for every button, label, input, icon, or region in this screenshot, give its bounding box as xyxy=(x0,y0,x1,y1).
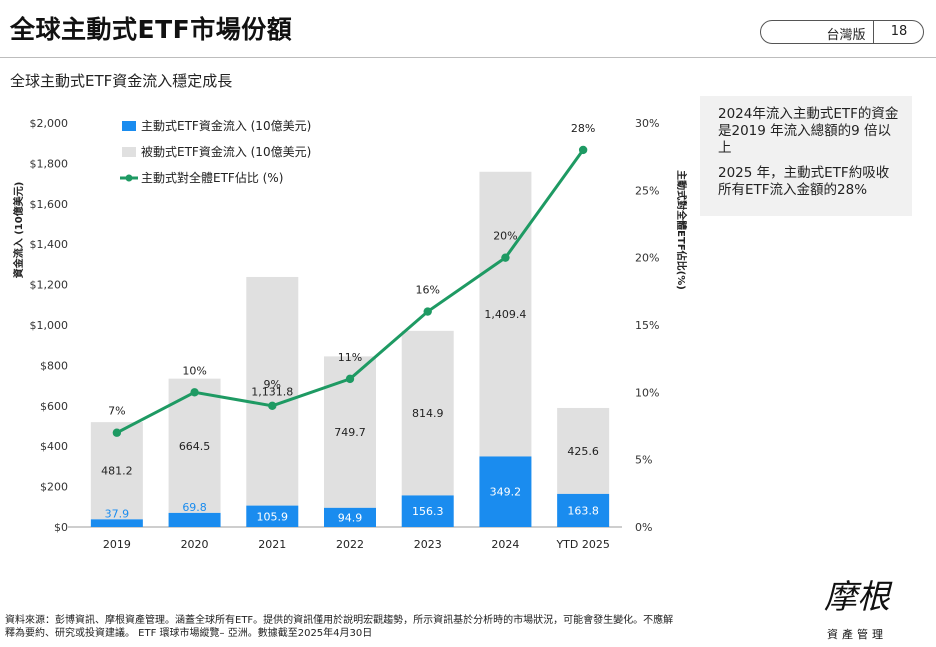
header-divider xyxy=(0,57,936,58)
active-bar xyxy=(168,512,221,527)
y-tick-label: $800 xyxy=(40,359,68,372)
passive-value-label: 425.6 xyxy=(567,445,599,458)
share-point xyxy=(268,401,277,410)
active-value-label: 163.8 xyxy=(567,504,599,517)
x-tick-label: YTD 2025 xyxy=(555,538,609,551)
page-title: 全球主動式ETF市場份額 xyxy=(10,15,293,44)
y-tick-label: $200 xyxy=(40,481,68,494)
x-tick-label: 2024 xyxy=(491,538,519,551)
share-point xyxy=(112,428,122,437)
callout-box: 2024年流入主動式ETF的資金是2019 年流入總額的9 倍以上 2025 年… xyxy=(700,96,912,216)
logo-mark: 摩根 xyxy=(824,577,890,616)
share-point xyxy=(423,307,432,316)
y2-tick-label: 30% xyxy=(635,117,659,130)
callout-text-2: 2025 年，主動式ETF約吸收所有ETF流入金額的28% xyxy=(718,165,890,198)
active-value-label: 105.9 xyxy=(257,510,289,523)
callout-text-1: 2024年流入主動式ETF的資金是2019 年流入總額的9 倍以上 xyxy=(718,106,899,156)
passive-value-label: 664.5 xyxy=(179,440,211,453)
share-point xyxy=(578,145,588,155)
share-point xyxy=(501,253,510,262)
share-point xyxy=(190,388,199,397)
share-value-label: 9% xyxy=(264,378,281,391)
active-bar xyxy=(401,495,454,527)
passive-bar xyxy=(246,276,299,506)
y2-tick-label: 0% xyxy=(635,521,652,534)
y2-axis-title: 主動式對全體ETF佔比(%) xyxy=(675,170,688,290)
passive-value-label: 1,409.4 xyxy=(484,308,526,321)
active-bar xyxy=(246,505,299,527)
legend-label-line: 主動式對全體ETF佔比 (%) xyxy=(141,170,283,185)
y-tick-label: $2,000 xyxy=(30,117,69,130)
active-value-label: 156.3 xyxy=(412,505,444,518)
badge-divider xyxy=(873,21,874,43)
active-value-label: 69.8 xyxy=(182,501,207,514)
edition-badge: 台灣版 18 xyxy=(760,20,924,44)
etf-flow-chart: $0 $200 $400 $600 $800 $1,000 $1,200 $1,400 $1,6… xyxy=(12,117,688,551)
y-tick-label: $1,200 xyxy=(30,279,69,292)
legend-swatch-passive xyxy=(122,147,136,157)
x-tick-label: 2021 xyxy=(258,538,286,551)
legend-swatch-point xyxy=(125,174,133,182)
passive-bar xyxy=(90,422,143,520)
y-tick-label: $1,000 xyxy=(30,319,69,332)
share-value-label: 10% xyxy=(182,364,206,377)
x-tick-label: 2019 xyxy=(103,538,131,551)
legend-swatch-active xyxy=(122,121,136,131)
active-value-label: 94.9 xyxy=(338,511,363,524)
passive-value-label: 1,131.8 xyxy=(251,385,293,398)
logo-subtitle: 資產管理 xyxy=(827,628,887,641)
edition-label: 台灣版 xyxy=(826,28,866,43)
passive-value-label: 749.7 xyxy=(334,426,366,439)
y-tick-label: $400 xyxy=(40,440,68,453)
source-line-1: 資料來源：彭博資訊、摩根資產管理。涵蓋全球所有ETF。提供的資訊僅用於說明宏觀趨… xyxy=(5,615,674,626)
passive-bar xyxy=(401,330,454,496)
active-bar xyxy=(90,519,143,527)
x-tick-label: 2023 xyxy=(414,538,442,551)
y-tick-label: $1,800 xyxy=(30,157,69,170)
share-value-label: 11% xyxy=(338,351,362,364)
chart-subtitle: 全球主動式ETF資金流入穩定成長 xyxy=(10,72,233,90)
passive-bar xyxy=(479,171,532,457)
y-tick-label: $1,400 xyxy=(30,238,69,251)
passive-bar xyxy=(557,407,610,494)
active-bar xyxy=(557,493,610,527)
share-value-label: 7% xyxy=(108,405,125,418)
share-value-label: 20% xyxy=(493,230,517,243)
active-bar xyxy=(479,456,532,527)
x-tick-label: 2020 xyxy=(181,538,209,551)
y-axis-title: 資金流入 (10億美元) xyxy=(12,182,25,279)
y2-tick-label: 25% xyxy=(635,184,659,197)
y-tick-label: $0 xyxy=(54,521,68,534)
legend-label-passive: 被動式ETF資金流入 (10億美元) xyxy=(141,144,311,159)
source-line-2: 釋為要約、研究或投資建議。 ETF 環球市場縱覽– 亞洲。數據截至2025年4月… xyxy=(5,628,373,639)
y2-tick-label: 5% xyxy=(635,454,652,467)
share-value-label: 28% xyxy=(571,122,595,135)
page-number: 18 xyxy=(890,24,908,39)
y2-tick-label: 20% xyxy=(635,252,659,265)
active-bar xyxy=(324,507,376,527)
active-value-label: 349.2 xyxy=(490,486,522,499)
share-point xyxy=(345,374,355,384)
y2-tick-label: 15% xyxy=(635,319,659,332)
active-value-label: 37.9 xyxy=(105,507,130,520)
legend-label-active: 主動式ETF資金流入 (10億美元) xyxy=(141,118,311,133)
share-value-label: 16% xyxy=(415,284,439,297)
passive-value-label: 814.9 xyxy=(412,407,444,420)
y-tick-label: $600 xyxy=(40,400,68,413)
y2-tick-label: 10% xyxy=(635,386,659,399)
y-tick-label: $1,600 xyxy=(30,198,69,211)
passive-value-label: 481.2 xyxy=(101,465,133,478)
company-logo: 摩根 資產管理 xyxy=(812,578,902,642)
x-tick-label: 2022 xyxy=(336,538,364,551)
source-note: 資料來源：彭博資訊、摩根資產管理。涵蓋全球所有ETF。提供的資訊僅用於說明宏觀趨… xyxy=(5,614,725,640)
